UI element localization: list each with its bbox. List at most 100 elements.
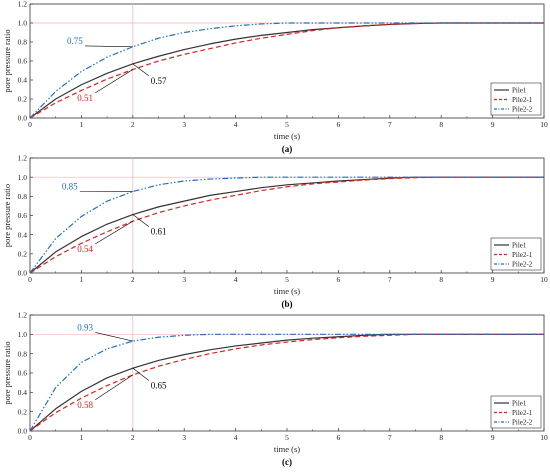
x-tick-label: 5 (285, 433, 289, 442)
annotation-label: 0.58 (77, 400, 93, 410)
panel-label: (c) (282, 457, 292, 467)
y-tick-label: 0.2 (18, 249, 28, 258)
legend-label: Pile2-2 (512, 419, 533, 427)
y-tick-label: 0.6 (18, 369, 28, 378)
y-tick-label: 0.4 (18, 388, 28, 397)
legend-label: Pile1 (512, 400, 527, 408)
x-tick-label: 8 (439, 433, 443, 442)
y-tick-label: 1.0 (18, 173, 28, 182)
x-tick-label: 9 (491, 275, 495, 284)
panel-label: (a) (282, 144, 293, 154)
y-tick-label: 1.0 (18, 330, 28, 339)
x-tick-label: 1 (80, 275, 84, 284)
legend-label: Pile1 (512, 87, 527, 95)
x-tick-label: 10 (540, 275, 548, 284)
y-tick-label: 1.2 (18, 0, 28, 9)
y-tick-label: 1.2 (18, 154, 28, 163)
chart-panel: 0 1 2 3 4 5 6 7 8 9 10 0.0 0.2 0.4 0.6 0.8 1.0 1.2 time (s… (2, 0, 548, 154)
y-tick-label: 0.6 (18, 57, 28, 66)
x-tick-label: 9 (491, 120, 495, 129)
x-axis-title: time (s) (274, 131, 300, 141)
x-tick-label: 1 (80, 120, 84, 129)
legend-label: Pile2-2 (512, 106, 533, 114)
x-tick-label: 2 (131, 275, 135, 284)
plot-frame (29, 3, 545, 119)
x-tick-label: 8 (439, 275, 443, 284)
x-tick-label: 3 (182, 120, 186, 129)
annotation-label: 0.61 (151, 227, 167, 237)
x-tick-label: 7 (388, 120, 392, 129)
x-tick-label: 3 (182, 433, 186, 442)
series-line-pile2-2 (29, 176, 544, 274)
annotation-label: 0.85 (62, 182, 78, 192)
legend-label: Pile2-1 (512, 409, 533, 417)
series-line-pile2-1 (29, 22, 544, 119)
y-tick-label: 1.0 (18, 19, 28, 28)
annotation-label: 0.93 (77, 322, 93, 332)
y-tick-label: 0.4 (18, 230, 28, 239)
x-tick-label: 0 (28, 433, 32, 442)
chart-panel: 0 1 2 3 4 5 6 7 8 9 10 0.0 0.2 0.4 0.6 0.8 1.0 1.2 time (s… (2, 311, 548, 467)
x-tick-label: 6 (337, 275, 341, 284)
legend-label: Pile1 (512, 242, 527, 250)
annotation-label: 0.54 (77, 244, 93, 254)
x-tick-label: 2 (131, 120, 135, 129)
x-tick-label: 4 (234, 275, 238, 284)
x-axis-title: time (s) (274, 286, 300, 296)
y-axis-title: pore pressure ratio (2, 29, 12, 92)
y-tick-label: 0.4 (18, 76, 28, 85)
annotation-leader-line (132, 367, 149, 381)
x-tick-label: 7 (388, 275, 392, 284)
y-tick-label: 0.8 (18, 192, 28, 201)
x-tick-label: 4 (234, 433, 238, 442)
x-tick-label: 0 (28, 120, 32, 129)
annotation-leader-line (85, 45, 133, 48)
x-tick-label: 5 (285, 120, 289, 129)
annotation-leader-line (95, 69, 133, 94)
y-tick-label: 0.6 (18, 211, 28, 220)
chart-panel: 0 1 2 3 4 5 6 7 8 9 10 0.0 0.2 0.4 0.6 0.8 1.0 1.2 time (s… (2, 154, 548, 309)
y-tick-label: 0.8 (18, 38, 28, 47)
legend-label: Pile2-1 (512, 96, 533, 104)
y-tick-label: 1.2 (18, 311, 28, 320)
annotation-leader-line (132, 63, 149, 77)
x-tick-label: 10 (540, 120, 548, 129)
annotation-label: 0.65 (151, 380, 167, 390)
panel-label: (b) (282, 299, 293, 309)
y-tick-label: 0.8 (18, 349, 28, 358)
series-line-pile1 (29, 22, 544, 119)
y-tick-label: 0.0 (18, 427, 28, 436)
annotation-leader-line (95, 220, 133, 245)
annotation-label: 0.57 (151, 76, 167, 86)
x-tick-label: 9 (491, 433, 495, 442)
series-line-pile1 (29, 333, 544, 432)
x-tick-label: 2 (131, 433, 135, 442)
y-tick-label: 0.0 (18, 114, 28, 123)
x-tick-label: 5 (285, 275, 289, 284)
x-tick-label: 4 (234, 120, 238, 129)
y-tick-label: 0.2 (18, 95, 28, 104)
annotation-leader-line (95, 374, 133, 401)
y-tick-label: 0.0 (18, 269, 28, 278)
series-line-pile2-2 (29, 333, 544, 432)
x-tick-label: 3 (182, 275, 186, 284)
y-tick-label: 0.2 (18, 407, 28, 416)
x-tick-label: 1 (80, 433, 84, 442)
annotation-label: 0.75 (67, 36, 83, 46)
annotation-leader-line (132, 214, 149, 227)
plot-frame (29, 157, 545, 274)
annotation-label: 0.51 (77, 93, 93, 103)
x-tick-label: 7 (388, 433, 392, 442)
series-line-pile2-2 (29, 22, 544, 119)
x-axis-title: time (s) (274, 444, 300, 454)
series-line-pile2-1 (29, 333, 544, 432)
x-tick-label: 10 (540, 433, 548, 442)
series-line-pile1 (29, 176, 544, 274)
x-tick-label: 6 (337, 120, 341, 129)
x-tick-label: 0 (28, 275, 32, 284)
x-tick-label: 8 (439, 120, 443, 129)
